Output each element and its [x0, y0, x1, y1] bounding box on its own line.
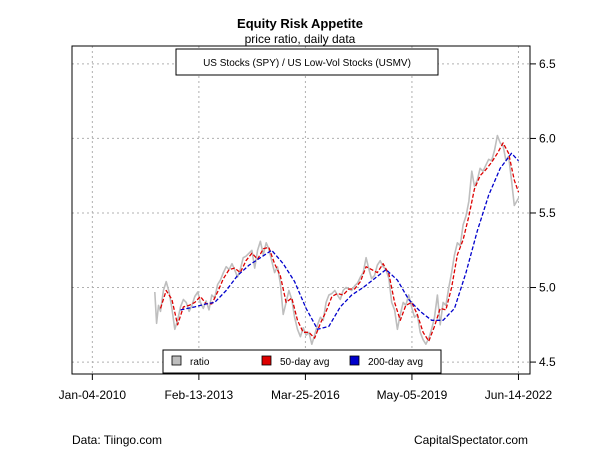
series-line-200-day-avg: [180, 152, 519, 330]
x-tick-label: Jan-04-2010: [59, 388, 127, 402]
y-tick-label: 6.5: [539, 57, 556, 71]
series-layer: [154, 134, 520, 345]
series-line-50-day-avg: [159, 142, 520, 342]
x-tick-label: Jun-14-2022: [485, 388, 553, 402]
legend-swatch-200-day-avg: [349, 355, 360, 366]
y-tick-label: 5.5: [539, 206, 556, 220]
footer-site: CapitalSpectator.com: [414, 433, 528, 447]
series-box: US Stocks (SPY) / US Low-Vol Stocks (USM…: [175, 48, 439, 76]
plot-frame: [71, 45, 531, 375]
y-axis: 4.5 5.0 5.5 6.0 6.5: [530, 57, 556, 369]
series-box-label: US Stocks (SPY) / US Low-Vol Stocks (USM…: [203, 58, 411, 69]
legend-swatch-ratio: [171, 355, 182, 366]
grid-lines: [72, 46, 530, 374]
x-axis: Jan-04-2010 Feb-13-2013 Mar-25-2016 May-05-…: [59, 374, 553, 402]
series-line-ratio: [154, 134, 520, 345]
series-box-frame: [175, 48, 439, 76]
legend-frame: [162, 349, 442, 374]
x-tick-label: Mar-25-2016: [271, 388, 340, 402]
y-tick-label: 4.5: [539, 355, 556, 369]
y-tick-label: 6.0: [539, 131, 556, 145]
chart-title: Equity Risk Appetite: [237, 16, 363, 31]
legend-label-ratio: ratio: [190, 357, 210, 368]
footer-source: Data: Tiingo.com: [72, 433, 162, 447]
legend-label-50-day-avg: 50-day avg: [280, 357, 329, 368]
y-tick-label: 5.0: [539, 281, 556, 295]
legend-label-200-day-avg: 200-day avg: [368, 357, 423, 368]
chart-subtitle: price ratio, daily data: [245, 32, 356, 46]
x-tick-label: May-05-2019: [377, 388, 448, 402]
legend-swatch-50-day-avg: [261, 355, 272, 366]
x-tick-label: Feb-13-2013: [165, 388, 234, 402]
legend: ratio 50-day avg 200-day avg: [162, 349, 442, 374]
